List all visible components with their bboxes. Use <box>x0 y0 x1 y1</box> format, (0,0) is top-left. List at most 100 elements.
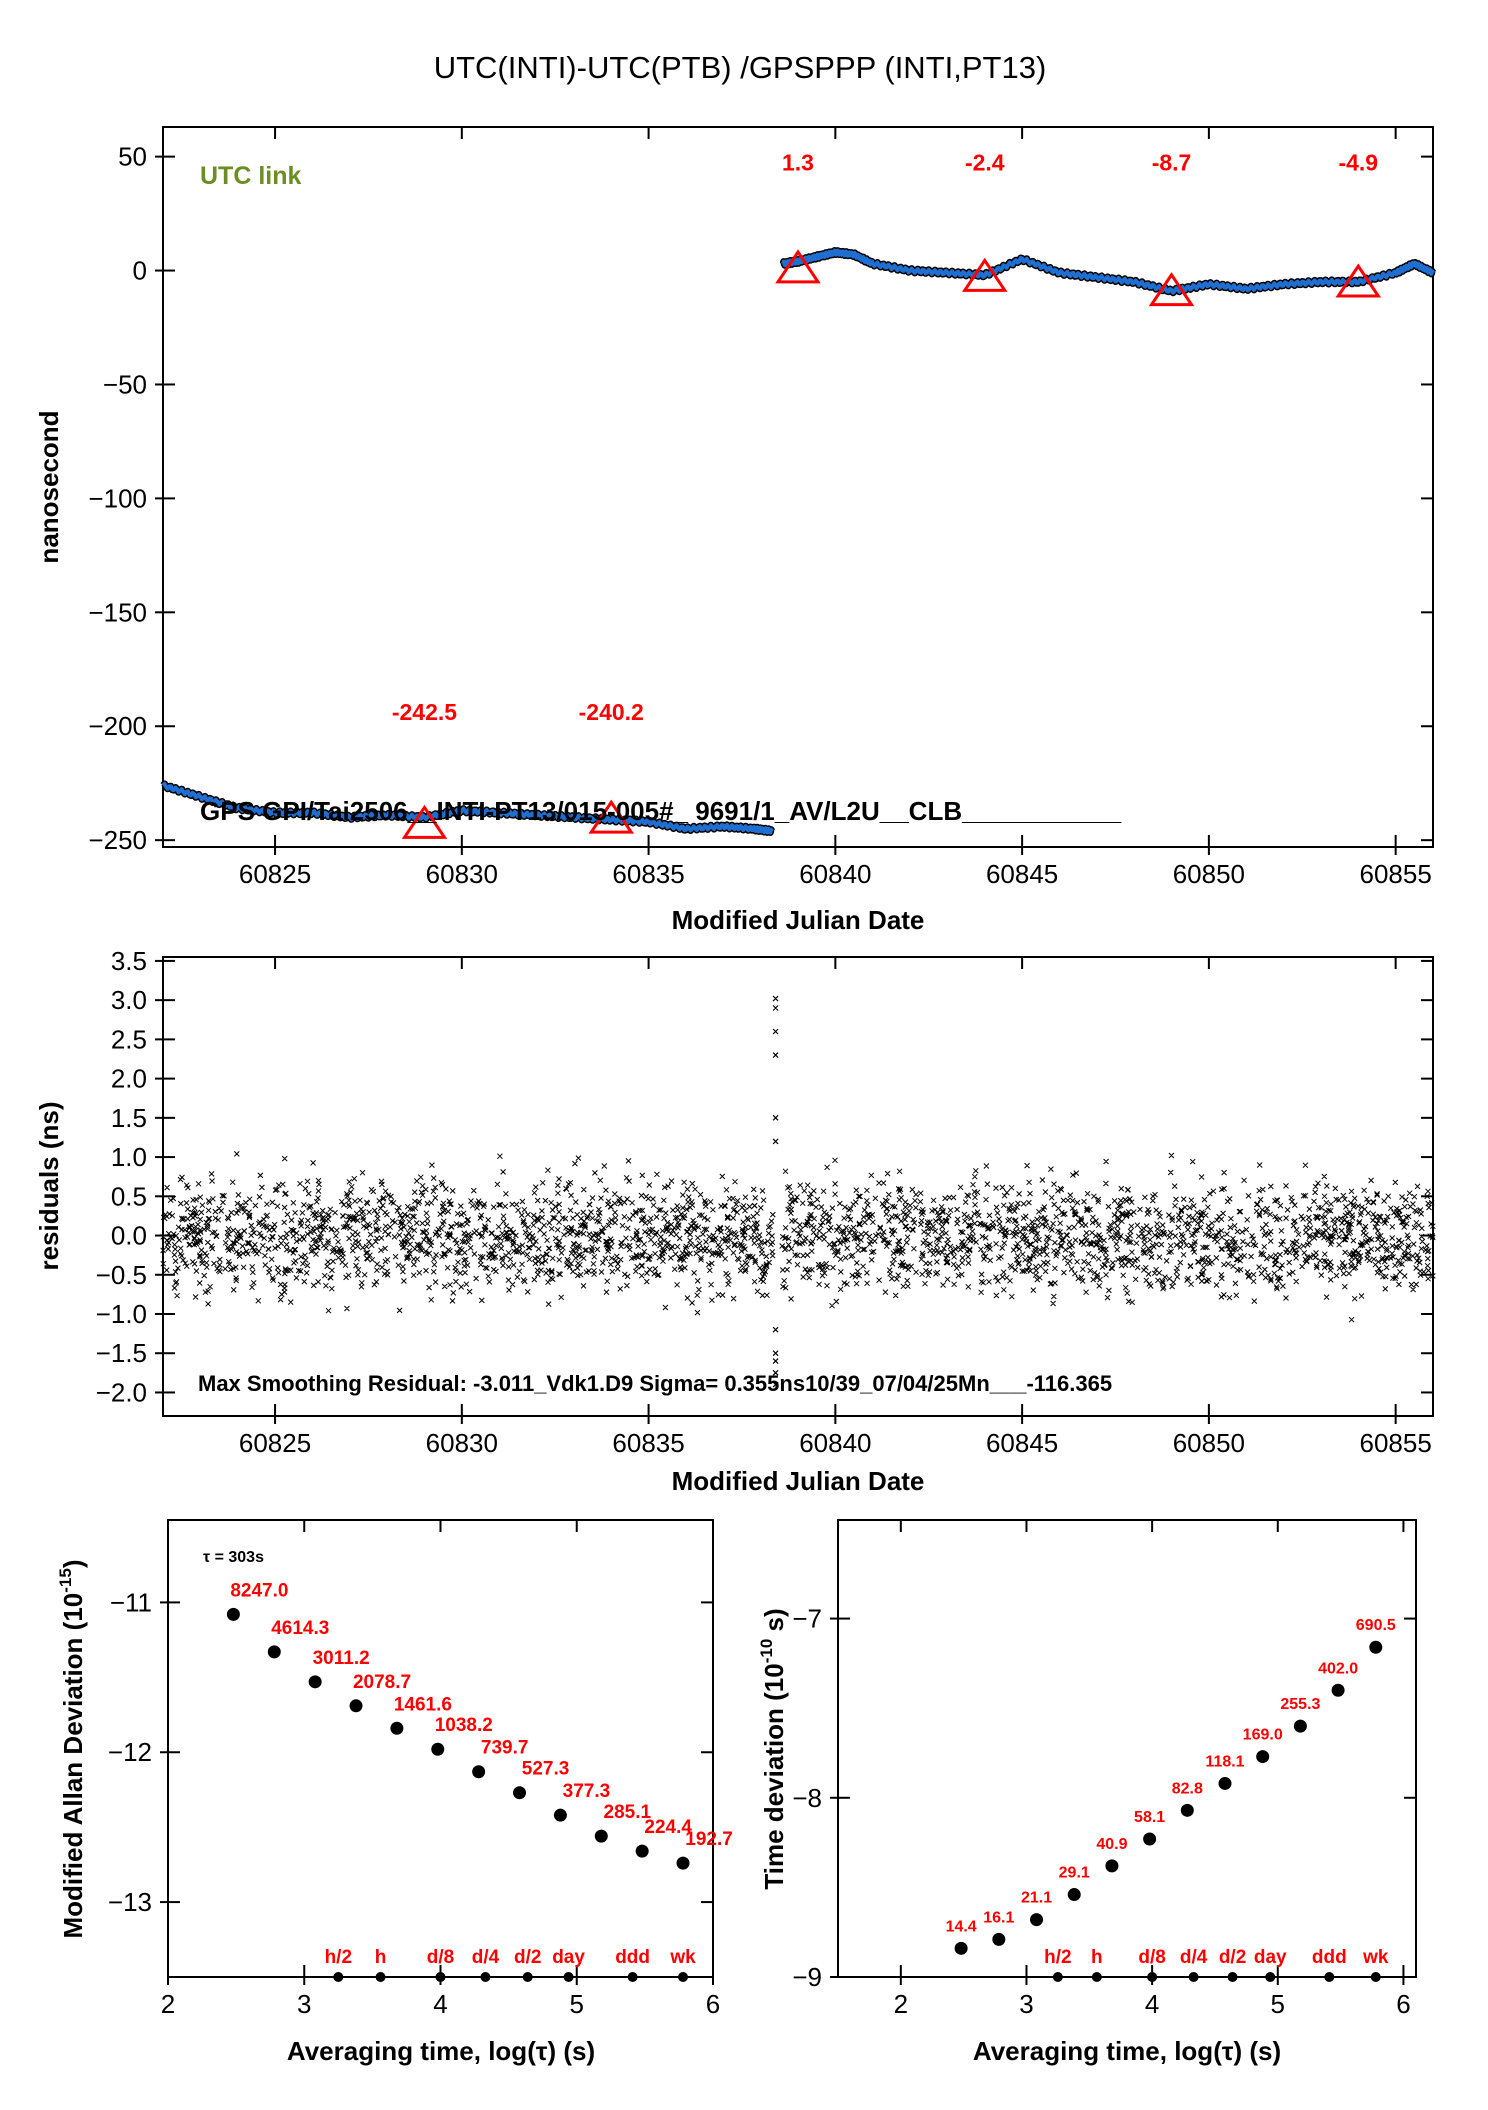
time-mark-label: d/4 <box>1180 1947 1208 1968</box>
stability-point <box>267 1645 281 1659</box>
x-tick-label: 60835 <box>612 859 684 889</box>
triangle-marker <box>401 804 448 839</box>
y-tick-label: −100 <box>88 483 147 513</box>
y-tick-label: −200 <box>88 711 147 741</box>
mdev-panel: 2 3 4 5 6−11−12−13 8247.04614.33011.22078.71… <box>56 1519 733 2066</box>
tdev-panel: 2 3 4 5 6 −7 −8 −9 14.4 16.1 21.1 29.1 40.9 58.1 82.8… <box>757 1519 1417 2066</box>
residuals-x-label: Modified Julian Date <box>672 1466 925 1496</box>
marker-value-label: -4.9 <box>1338 150 1378 176</box>
time-mark-dot <box>563 1972 574 1982</box>
residuals-plot <box>160 995 1436 1388</box>
mdev-axes: 2 3 4 5 6 −11 −12 −13 <box>108 1520 720 2019</box>
marker-value-label: -8.7 <box>1152 150 1192 176</box>
time-mark-dot <box>1188 1972 1199 1982</box>
stability-point <box>349 1699 363 1713</box>
time-mark-dot <box>480 1972 491 1982</box>
stability-point <box>1331 1683 1345 1697</box>
time-mark-label: day <box>552 1947 585 1968</box>
stability-point <box>992 1932 1006 1946</box>
y-tick-label: 3.5 <box>111 946 147 976</box>
y-tick-label: −0.5 <box>96 1260 147 1290</box>
time-mark-dot <box>1265 1972 1276 1982</box>
time-series-plot: -242.5 -240.2 1.3 -2.4 -8.7 -4.9 <box>160 150 1437 839</box>
time-mark-dot <box>1147 1972 1158 1982</box>
stability-value-label: 285.1 <box>604 1802 652 1823</box>
time-series-x-label: Modified Julian Date <box>672 905 925 935</box>
figure-title: UTC(INTI)-UTC(PTB) /GPSPPP (INTI,PT13) <box>434 50 1047 85</box>
stability-value-label: 255.3 <box>1280 1696 1320 1713</box>
time-mark-label: d/2 <box>514 1947 541 1968</box>
x-tick-label: 4 <box>433 1989 447 2019</box>
x-tick-label: 60850 <box>1173 1428 1245 1458</box>
y-tick-label: 2.5 <box>111 1024 147 1054</box>
tdev-y-label-main: Time deviation (10 <box>759 1663 789 1889</box>
tdev-frame <box>837 1519 1417 1978</box>
stability-value-label: 690.5 <box>1356 1617 1396 1634</box>
time-mark-dot <box>1370 1972 1381 1982</box>
y-tick-label: −13 <box>108 1887 152 1917</box>
time-mark-label: h/2 <box>1044 1947 1071 1968</box>
time-series-panel: 60825 60830 60835 60840 60845 60850 60855 50 0 −5… <box>34 126 1437 935</box>
x-tick-label: 60855 <box>1359 859 1431 889</box>
series-line-1 <box>161 781 774 835</box>
triangle-marker <box>775 249 821 284</box>
tau-note: τ = 303s <box>203 1549 264 1566</box>
stability-point <box>390 1721 404 1735</box>
mdev-y-label: Modified Allan Deviation (10-15) <box>56 1560 88 1939</box>
time-mark-label: ddd <box>1312 1947 1347 1968</box>
time-mark-label: wk <box>1362 1947 1389 1968</box>
stability-point <box>1067 1888 1081 1902</box>
y-tick-label: −150 <box>88 597 147 627</box>
y-tick-label: 1.5 <box>111 1103 147 1133</box>
y-tick-label: 0 <box>133 256 147 286</box>
y-tick-label: −1.0 <box>96 1299 147 1329</box>
stability-value-label: 224.4 <box>644 1817 692 1838</box>
stability-point <box>226 1607 240 1621</box>
x-tick-label: 60825 <box>239 859 311 889</box>
stability-value-label: 40.9 <box>1096 1836 1127 1853</box>
y-tick-label: 0.5 <box>111 1181 147 1211</box>
utc-link-legend: UTC link <box>200 162 301 190</box>
y-tick-label: 1.0 <box>111 1142 147 1172</box>
stability-point <box>1293 1719 1307 1733</box>
stability-value-label: 8247.0 <box>230 1580 288 1601</box>
x-tick-label: 60830 <box>426 1428 498 1458</box>
stability-value-label: 21.1 <box>1021 1890 1052 1907</box>
time-mark-dot <box>522 1972 533 1982</box>
time-series-frame <box>162 126 1434 848</box>
time-mark-label: d/4 <box>472 1947 500 1968</box>
y-tick-label: 3.0 <box>111 985 147 1015</box>
tdev-axes: 2 3 4 5 6 −7 −8 −9 <box>792 1520 1416 2019</box>
stability-value-label: 58.1 <box>1134 1809 1165 1826</box>
x-tick-label: 2 <box>161 1989 175 2019</box>
y-tick-label: 2.0 <box>111 1064 147 1094</box>
stability-point <box>472 1765 486 1779</box>
stability-point <box>1256 1750 1270 1764</box>
residuals-frame <box>162 956 1434 1417</box>
time-mark-label: h <box>375 1947 387 1968</box>
time-mark-dot <box>435 1972 446 1982</box>
stability-value-label: 377.3 <box>563 1781 611 1802</box>
stability-value-label: 82.8 <box>1172 1780 1203 1797</box>
time-mark-label: d/2 <box>1219 1947 1246 1968</box>
x-tick-label: 60855 <box>1359 1428 1431 1458</box>
y-tick-label: −8 <box>792 1783 822 1813</box>
stability-point <box>1218 1776 1232 1790</box>
x-tick-label: 60835 <box>612 1428 684 1458</box>
stability-point <box>1030 1913 1044 1927</box>
link-info-text: GPS GPI/Tai2506__INTI-PT13/015-005#_ 969… <box>200 796 1122 826</box>
stability-value-label: 4614.3 <box>271 1618 329 1639</box>
triangle-marker <box>1148 272 1195 307</box>
time-mark-label: d/8 <box>427 1947 454 1968</box>
x-tick-label: 60845 <box>986 859 1058 889</box>
time-mark-dot <box>1052 1972 1063 1982</box>
stability-value-label: 192.7 <box>685 1829 733 1850</box>
y-tick-label: 50 <box>118 142 147 172</box>
residuals-y-label: residuals (ns) <box>34 1101 64 1270</box>
time-mark-label: day <box>1254 1947 1287 1968</box>
stability-value-label: 16.1 <box>983 1909 1014 1926</box>
tdev-x-label: Averaging time, log(τ) (s) <box>973 2036 1281 2066</box>
mdev-x-label: Averaging time, log(τ) (s) <box>287 2036 595 2066</box>
